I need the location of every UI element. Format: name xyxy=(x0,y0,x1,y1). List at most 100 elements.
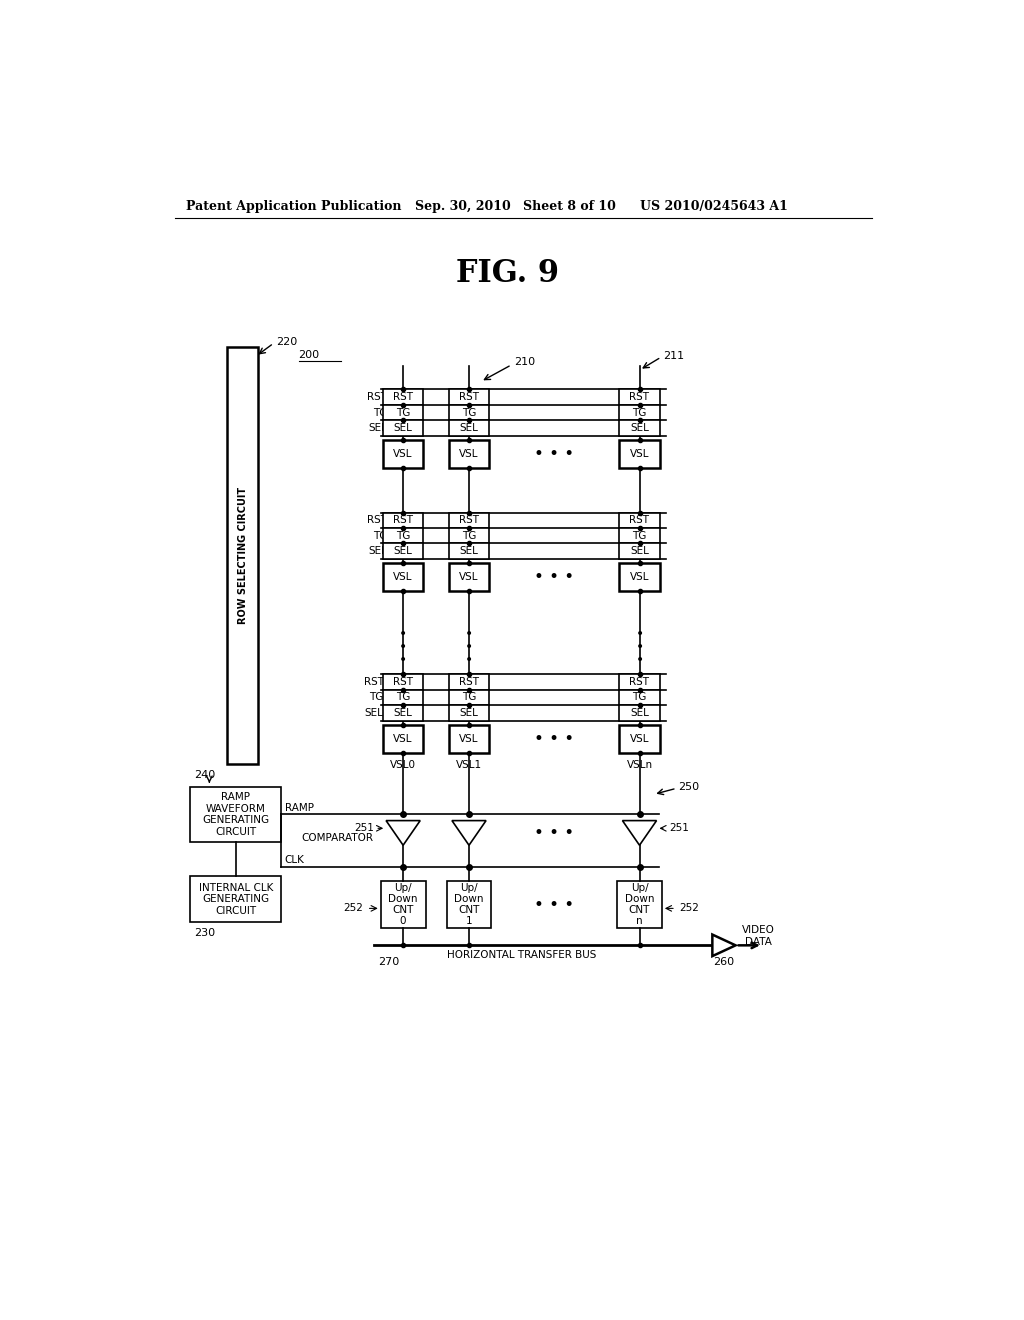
Text: INTERNAL CLK
GENERATING
CIRCUIT: INTERNAL CLK GENERATING CIRCUIT xyxy=(199,883,273,916)
Text: RST: RST xyxy=(459,515,479,525)
Bar xyxy=(449,389,489,405)
Bar xyxy=(620,441,659,469)
Bar xyxy=(383,544,423,558)
Text: TG: TG xyxy=(462,531,476,541)
Text: VSL: VSL xyxy=(459,734,479,744)
Text: •
•
•: • • • xyxy=(635,627,644,667)
Bar xyxy=(449,420,489,436)
Text: TG: TG xyxy=(462,408,476,417)
Text: RST: RST xyxy=(459,392,479,403)
Text: • • •: • • • xyxy=(535,569,574,586)
Bar xyxy=(620,544,659,558)
Text: RST: RST xyxy=(393,677,413,686)
Polygon shape xyxy=(713,935,735,956)
Text: • • •: • • • xyxy=(535,824,574,842)
Bar xyxy=(449,564,489,591)
Bar xyxy=(449,441,489,469)
Bar xyxy=(449,690,489,705)
Text: VSL: VSL xyxy=(630,449,649,459)
Text: US 2010/0245643 A1: US 2010/0245643 A1 xyxy=(640,199,787,213)
Text: 251: 251 xyxy=(354,824,374,833)
Text: HORIZONTAL TRANSFER BUS: HORIZONTAL TRANSFER BUS xyxy=(446,950,596,961)
Text: ROW SELECTING CIRCUIT: ROW SELECTING CIRCUIT xyxy=(238,487,248,624)
Bar xyxy=(383,675,423,689)
Text: RST: RST xyxy=(393,392,413,403)
Text: SEL: SEL xyxy=(460,546,478,556)
Bar xyxy=(446,880,492,928)
Bar xyxy=(449,725,489,752)
Bar xyxy=(190,876,282,923)
Bar xyxy=(620,725,659,752)
Bar xyxy=(620,405,659,420)
Text: 251: 251 xyxy=(669,824,689,833)
Text: 220: 220 xyxy=(276,337,297,347)
Text: TG: TG xyxy=(632,693,647,702)
Text: Up/
Down
CNT
1: Up/ Down CNT 1 xyxy=(455,883,483,925)
Text: SEL: SEL xyxy=(393,708,413,718)
Text: RAMP: RAMP xyxy=(285,803,313,813)
Text: VSL: VSL xyxy=(630,573,649,582)
Text: SEL: SEL xyxy=(630,546,649,556)
Bar xyxy=(620,690,659,705)
Text: FIG. 9: FIG. 9 xyxy=(457,259,559,289)
Bar xyxy=(449,528,489,544)
Text: TGm: TGm xyxy=(370,693,394,702)
Bar xyxy=(190,787,282,842)
Text: VIDEO
DATA: VIDEO DATA xyxy=(741,925,775,946)
Text: VSL: VSL xyxy=(630,734,649,744)
Text: Patent Application Publication: Patent Application Publication xyxy=(186,199,401,213)
Text: 250: 250 xyxy=(678,781,699,792)
Bar xyxy=(383,441,423,469)
Text: 260: 260 xyxy=(714,957,734,968)
Text: TG: TG xyxy=(396,693,411,702)
Text: VSL: VSL xyxy=(459,573,479,582)
Text: RST1: RST1 xyxy=(368,515,394,525)
Bar xyxy=(620,564,659,591)
Text: 211: 211 xyxy=(663,351,684,360)
Text: SEL: SEL xyxy=(630,422,649,433)
Text: Sep. 30, 2010: Sep. 30, 2010 xyxy=(415,199,511,213)
Text: SEL: SEL xyxy=(393,422,413,433)
Text: SEL: SEL xyxy=(393,546,413,556)
Bar xyxy=(383,564,423,591)
Bar xyxy=(449,544,489,558)
Text: • • •: • • • xyxy=(535,730,574,748)
Text: TG: TG xyxy=(462,693,476,702)
Bar xyxy=(620,705,659,721)
Text: SELm: SELm xyxy=(365,708,394,718)
Text: SEL: SEL xyxy=(460,708,478,718)
Text: VSL: VSL xyxy=(459,449,479,459)
Text: VSL: VSL xyxy=(393,734,413,744)
Bar xyxy=(449,512,489,528)
Text: SEL1: SEL1 xyxy=(369,546,394,556)
Bar xyxy=(383,690,423,705)
Bar xyxy=(620,389,659,405)
Text: RST: RST xyxy=(459,677,479,686)
Text: 210: 210 xyxy=(514,358,536,367)
Bar xyxy=(227,347,258,763)
Text: SEL: SEL xyxy=(630,708,649,718)
Text: VSL1: VSL1 xyxy=(456,760,482,770)
Text: TG: TG xyxy=(396,531,411,541)
Text: 252: 252 xyxy=(344,903,364,913)
Text: TG: TG xyxy=(632,531,647,541)
Text: RST: RST xyxy=(630,677,649,686)
Text: CLK: CLK xyxy=(285,855,304,865)
Text: RST0: RST0 xyxy=(368,392,394,403)
Bar xyxy=(381,880,426,928)
Text: 252: 252 xyxy=(679,903,699,913)
Bar xyxy=(383,528,423,544)
Text: SEL0: SEL0 xyxy=(369,422,394,433)
Bar xyxy=(449,675,489,689)
Text: VSL: VSL xyxy=(393,449,413,459)
Polygon shape xyxy=(623,821,656,845)
Text: TG: TG xyxy=(632,408,647,417)
Bar xyxy=(383,512,423,528)
Text: VSL: VSL xyxy=(393,573,413,582)
Text: TG1: TG1 xyxy=(373,531,394,541)
Bar xyxy=(449,405,489,420)
Text: VSLn: VSLn xyxy=(627,760,652,770)
Text: • • •: • • • xyxy=(535,445,574,463)
Bar xyxy=(383,705,423,721)
Text: 240: 240 xyxy=(194,770,215,780)
